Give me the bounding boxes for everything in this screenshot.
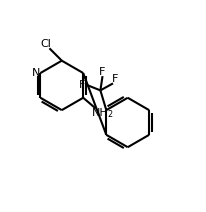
Text: F: F: [99, 67, 106, 77]
Text: F: F: [79, 80, 86, 90]
Text: NH: NH: [92, 108, 109, 118]
Text: N: N: [32, 68, 40, 78]
Text: Cl: Cl: [40, 39, 51, 49]
Text: 2: 2: [107, 110, 112, 119]
Text: F: F: [112, 74, 118, 84]
